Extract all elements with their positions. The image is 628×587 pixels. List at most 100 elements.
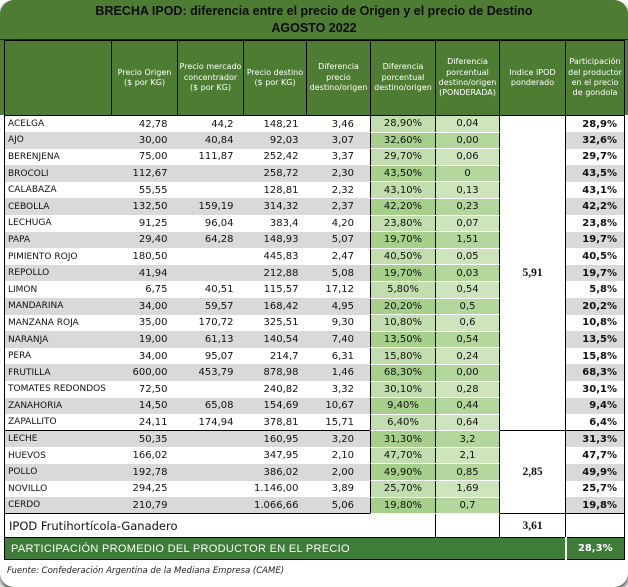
cell-pond: 2,1 (435, 447, 500, 465)
cell-pond: 0,54 (435, 331, 500, 349)
table-row-leche: LECHE 50,35 160,95 3,20 31,30% 3,2 2,85 31,3% (4, 430, 625, 514)
cell-part: 40,5% (582, 251, 617, 263)
ipod-total-row: IPOD Frutihortícola-Ganadero 3,61 (4, 513, 625, 539)
cell-mercado: 159,19 (177, 198, 244, 216)
cell-destino: 168,42 (243, 298, 307, 315)
cell-pond: 0,28 (435, 381, 500, 399)
cell-mercado: 44,2 (211, 118, 234, 130)
cell-part: 31,3% (565, 430, 625, 448)
cell-pct: 19,70% (370, 264, 436, 282)
cell-part: 25,7% (582, 483, 617, 495)
table-row-ajo: AJO 30,00 40,84 92,03 3,07 32,60% 0,00 32,6% (4, 132, 625, 150)
summary-label: PARTICIPACIÓN PROMEDIO DEL PRODUCTOR EN … (4, 537, 566, 560)
cell-origen: 14,50 (111, 397, 178, 415)
cell-dif: 4,95 (306, 298, 371, 315)
cell-origen: 600,00 (111, 364, 178, 381)
cell-origen: 91,25 (138, 217, 168, 229)
cell-destino: 1.146,00 (253, 483, 299, 495)
cell-part: 68,3% (565, 364, 625, 381)
cell-pct: 32,60% (370, 132, 436, 150)
cell-pct: 29,70% (370, 148, 436, 166)
cell-part: 32,6% (565, 132, 625, 149)
cell-destino: 160,95 (243, 430, 307, 448)
cell-name: REPOLLO (4, 264, 112, 282)
cell-name: BERENJENA (8, 151, 60, 162)
cell-part: 49,9% (565, 463, 625, 481)
cell-destino: 314,32 (243, 198, 307, 216)
cell-name: CEBOLLA (4, 198, 112, 216)
cell-pond: 0,00 (435, 132, 500, 150)
cell-pond: 0,6 (435, 314, 500, 332)
cell-dif: 5,08 (306, 264, 371, 282)
table-body: ACELGA 42,78 44,2 148,21 3,46 28,90% 0,04 5,91 2… (4, 115, 625, 560)
cell-origen: 42,78 (138, 118, 168, 130)
cell-dif: 3,32 (331, 383, 354, 395)
cell-mercado: 95,07 (204, 350, 234, 362)
cell-dif: 4,20 (331, 217, 354, 229)
title-band: BRECHA IPOD: diferencia entre el precio … (0, 0, 628, 40)
cell-pond: 0,7 (435, 497, 500, 515)
cell-dif: 2,32 (331, 184, 354, 196)
cell-pond: 0,03 (435, 264, 500, 282)
cell-destino: 140,54 (243, 331, 307, 348)
cell-pond: 0,5 (435, 298, 500, 316)
cell-part: 19,8% (565, 497, 625, 514)
table-row-papa: PAPA 29,40 64,28 148,93 5,07 19,70% 1,51 19,7% (4, 231, 625, 249)
table-row-tomates-redondos: TOMATES REDONDOS 72,50 240,82 3,32 30,10% 0,2… (5, 381, 625, 399)
cell-pond: 0,04 (435, 115, 500, 133)
cell-part: 13,5% (565, 331, 625, 348)
table-row-novillo: NOVILLO 294,25 1.146,00 3,89 25,70% 1,69 25,7% (5, 480, 625, 498)
cell-dif: 6,31 (331, 350, 354, 362)
cell-destino: 258,72 (243, 165, 307, 182)
cell-part: 23,8% (582, 217, 617, 229)
cell-dif: 5,06 (306, 497, 371, 514)
column-header-3: Precio destino ($ por KG) (243, 40, 307, 116)
table-row-naranja: NARANJA 19,00 61,13 140,54 7,40 13,50% 0,54 13,… (4, 331, 625, 349)
cell-origen: 30,00 (111, 132, 178, 149)
cell-pond: 0,00 (435, 364, 500, 382)
table-row-calabaza: CALABAZA 55,55 128,81 2,32 43,10% 0,13 43,1% (5, 181, 625, 199)
ipod-total-label: IPOD Frutihortícola-Ganadero (4, 513, 436, 539)
cell-origen: 35,00 (138, 317, 168, 329)
cell-pond: 0,24 (435, 347, 500, 365)
cell-name: NOVILLO (8, 483, 48, 494)
cell-mercado: 453,79 (177, 364, 244, 381)
table-row-pimiento-rojo: PIMIENTO ROJO 180,50 445,83 2,47 40,50% 0,05 4… (5, 248, 625, 266)
cell-origen: 210,79 (111, 497, 178, 514)
cell-dif: 7,40 (306, 331, 371, 348)
cell-pct: 47,70% (370, 447, 436, 465)
cell-part: 6,4% (589, 416, 617, 428)
cell-origen: 166,02 (132, 450, 168, 462)
ipod-table: Precio Origen ($ por KG) Precio mercado c… (4, 40, 625, 561)
cell-origen: 41,94 (111, 264, 178, 282)
cell-mercado (177, 497, 244, 514)
cell-destino: 386,02 (243, 463, 307, 481)
table-row-cerdo: CERDO 210,79 1.066,66 5,06 19,80% 0,7 19,8% (4, 497, 625, 515)
cell-pct: 43,50% (370, 165, 436, 183)
cell-origen: 294,25 (132, 483, 168, 495)
cell-mercado (177, 430, 244, 448)
cell-destino: 128,81 (263, 184, 299, 196)
cell-part: 15,8% (582, 350, 617, 362)
cell-mercado: 65,08 (177, 397, 244, 415)
cell-dif: 2,37 (306, 198, 371, 216)
cell-origen: 72,50 (138, 383, 168, 395)
cell-dif: 17,12 (325, 284, 354, 296)
cell-dif: 2,10 (331, 450, 354, 462)
cell-part: 20,2% (565, 298, 625, 315)
cell-name: CALABAZA (8, 185, 57, 196)
cell-pond: 0,07 (435, 215, 500, 233)
table-row-repollo: REPOLLO 41,94 212,88 5,08 19,70% 0,03 19,7% (4, 264, 625, 282)
source-note: Fuente: Confederación Argentina de la Me… (7, 566, 285, 577)
ipod-total-empty-part (565, 513, 625, 539)
table-wrapper: Precio Origen ($ por KG) Precio mercado c… (0, 40, 628, 561)
cell-destino: 1.066,66 (243, 497, 307, 514)
cell-name: ACELGA (8, 119, 45, 130)
cell-mercado (178, 182, 244, 199)
table-row-manzana-roja: MANZANA ROJA 35,00 170,72 325,51 9,30 10,80% 0… (5, 314, 625, 332)
cell-name: BROCOLI (4, 165, 112, 182)
table-row-zapallito: ZAPALLITO 24,11 174,94 378,81 15,71 6,40% 0,64… (5, 414, 625, 432)
cell-origen: 50,35 (111, 430, 178, 448)
cell-destino: 92,03 (243, 132, 307, 149)
table-row-zanahoria: ZANAHORIA 14,50 65,08 154,69 10,67 9,40% 0,44 9… (4, 397, 625, 415)
